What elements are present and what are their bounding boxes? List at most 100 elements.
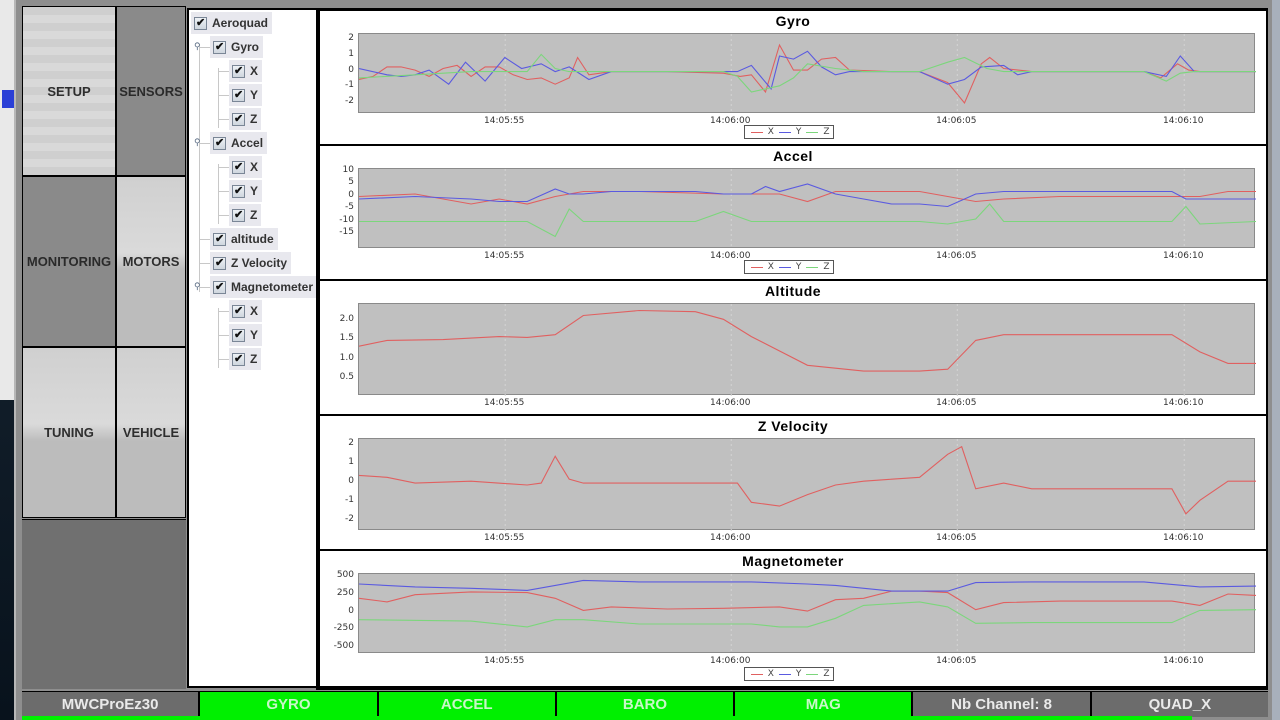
y-axis-tick: 1.5	[339, 333, 354, 344]
legend-swatch-icon	[750, 266, 763, 268]
checkbox-checked-icon[interactable]	[232, 184, 245, 198]
y-axis-tick: -1	[345, 80, 354, 91]
y-axis-tick: -10	[339, 214, 354, 225]
legend-label: Y	[795, 127, 802, 137]
chart-legend: X Y Z	[743, 260, 834, 274]
checkbox-checked-icon[interactable]	[213, 40, 226, 54]
legend-label: Y	[795, 669, 802, 679]
legend-swatch-icon	[778, 673, 791, 675]
tree-item-accel-z[interactable]: Z	[229, 204, 262, 226]
tree-connector	[218, 71, 232, 72]
tree-connector	[218, 119, 232, 120]
tree-item-gyro-z[interactable]: Z	[229, 108, 262, 130]
plot-area	[358, 573, 1256, 654]
tree-item-mag-y[interactable]: Y	[229, 324, 263, 346]
tree-item-mag-z[interactable]: Z	[229, 348, 262, 370]
y-axis-tick: 0	[348, 476, 354, 487]
tree-item-label: Aeroquad	[212, 16, 269, 30]
nav-sensors-button[interactable]: SENSORS	[117, 7, 185, 175]
legend-swatch-icon	[750, 673, 763, 675]
y-axis-tick: 2.0	[339, 314, 354, 325]
checkbox-checked-icon[interactable]	[232, 160, 245, 174]
tree-item-accel[interactable]: Accel	[210, 132, 268, 154]
tree-item-label: Z Velocity	[231, 256, 288, 270]
x-axis-tick: 14:05:55	[483, 116, 525, 126]
nav-motors-button[interactable]: MOTORS	[117, 177, 185, 346]
x-axis-tick: 14:06:05	[936, 656, 977, 666]
tree-item-gyro[interactable]: Gyro	[210, 36, 264, 58]
checkbox-checked-icon[interactable]	[213, 256, 226, 270]
tree-connector	[218, 359, 232, 360]
tree-connector	[218, 68, 219, 128]
chart-title: Magnetometer	[742, 553, 844, 569]
nav-vehicle-button[interactable]: VEHICLE	[117, 348, 185, 517]
checkbox-checked-icon[interactable]	[213, 232, 226, 246]
plot-area	[358, 33, 1256, 114]
window-right-edge	[1272, 0, 1280, 720]
y-axis-tick: 500	[336, 569, 354, 580]
tree-connector	[218, 167, 232, 168]
y-axis-tick: -1	[345, 495, 354, 506]
chart-lines	[359, 34, 1256, 114]
charts-panel: Gyro 2 1 0 -1 -2 14:05:55 14:06:00 14:06:05 14:06…	[316, 8, 1268, 690]
tree-item-accel-y[interactable]: Y	[229, 180, 263, 202]
y-axis-tick: 2	[348, 437, 354, 448]
magnetometer-chart: Magnetometer 500 250 0 -250 -500 14:05:55 14:06…	[320, 551, 1266, 686]
checkbox-checked-icon[interactable]	[232, 304, 245, 318]
y-axis-tick: 250	[336, 587, 354, 598]
checkbox-checked-icon[interactable]	[232, 352, 245, 366]
y-axis-tick: -2	[345, 96, 354, 107]
x-axis-tick: 14:06:10	[1163, 533, 1204, 543]
plot-area	[358, 438, 1256, 531]
tree-item-label: X	[250, 160, 259, 174]
x-axis-tick: 14:06:00	[710, 398, 751, 408]
tree-item-label: Y	[250, 88, 259, 102]
z-velocity-chart: Z Velocity 2 1 0 -1 -2 14:05:55 14:06:00 14:06:0…	[320, 416, 1266, 549]
tree-item-gyro-y[interactable]: Y	[229, 84, 263, 106]
chart-lines	[359, 169, 1256, 249]
y-axis-tick: 0	[348, 64, 354, 75]
expand-handle-icon[interactable]: ⚲	[194, 41, 201, 51]
tree-item-accel-x[interactable]: X	[229, 156, 263, 178]
legend-swatch-icon	[806, 131, 819, 133]
tree-connector	[218, 308, 219, 368]
expand-handle-icon[interactable]: ⚲	[194, 281, 201, 291]
tree-item-label: Gyro	[231, 40, 260, 54]
checkbox-checked-icon[interactable]	[232, 64, 245, 78]
chart-lines	[359, 439, 1256, 531]
nav-empty-area	[22, 519, 186, 689]
checkbox-checked-icon[interactable]	[194, 16, 207, 30]
tree-item-mag-x[interactable]: X	[229, 300, 263, 322]
x-axis-tick: 14:06:10	[1163, 116, 1204, 126]
x-axis-tick: 14:06:10	[1163, 251, 1204, 261]
tree-item-altitude[interactable]: altitude	[210, 228, 278, 250]
tree-connector	[218, 335, 232, 336]
tree-connector	[218, 311, 232, 312]
tree-item-gyro-x[interactable]: X	[229, 60, 263, 82]
checkbox-checked-icon[interactable]	[232, 208, 245, 222]
plot-area	[358, 303, 1256, 396]
tree-item-label: X	[250, 64, 259, 78]
nav-setup-button[interactable]: SETUP	[23, 7, 115, 175]
checkbox-checked-icon[interactable]	[213, 280, 226, 294]
nav-monitoring-button[interactable]: MONITORING	[23, 177, 115, 346]
x-axis-tick: 14:06:05	[936, 116, 977, 126]
legend-swatch-icon	[750, 131, 763, 133]
checkbox-checked-icon[interactable]	[213, 136, 226, 150]
checkbox-checked-icon[interactable]	[232, 88, 245, 102]
gyro-chart: Gyro 2 1 0 -1 -2 14:05:55 14:06:00 14:06:05 14:06…	[320, 11, 1266, 144]
checkbox-checked-icon[interactable]	[232, 112, 245, 126]
tree-connector	[218, 191, 232, 192]
tree-item-z-velocity[interactable]: Z Velocity	[210, 252, 292, 274]
checkbox-checked-icon[interactable]	[232, 328, 245, 342]
status-channel-count: Nb Channel: 8	[913, 692, 1090, 717]
tree-connector	[199, 47, 213, 48]
x-axis-tick: 14:05:55	[483, 251, 525, 261]
nav-tuning-button[interactable]: TUNING	[23, 348, 115, 517]
tree-item-magnetometer[interactable]: Magnetometer	[210, 276, 318, 298]
x-axis-tick: 14:06:05	[936, 533, 977, 543]
x-axis-tick: 14:05:55	[483, 533, 525, 543]
tree-item-aeroquad[interactable]: Aeroquad	[191, 12, 273, 34]
expand-handle-icon[interactable]: ⚲	[194, 137, 201, 147]
